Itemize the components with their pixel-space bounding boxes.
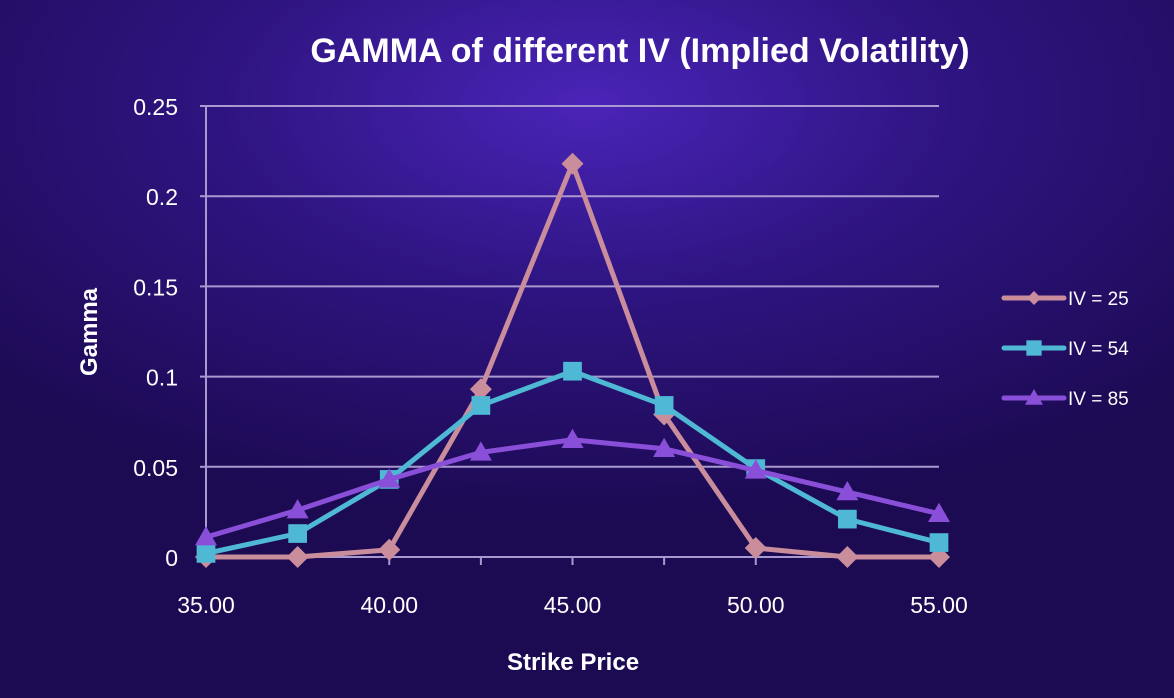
y-tick-label: 0.2	[146, 184, 178, 210]
series-iv-54	[196, 361, 949, 563]
diamond-marker	[469, 378, 492, 401]
x-tick-label: 55.00	[910, 592, 968, 618]
square-marker	[929, 533, 949, 552]
legend-item: IV = 25	[1001, 289, 1129, 310]
legend-item: IV = 85	[1001, 389, 1129, 410]
diamond-marker	[378, 538, 401, 561]
triangle-marker	[744, 459, 767, 479]
y-tick-label: 0.05	[133, 455, 178, 481]
legend-label: IV = 54	[1068, 339, 1129, 360]
square-marker	[471, 396, 491, 415]
legend-label: IV = 25	[1068, 289, 1129, 310]
diamond-marker	[561, 152, 584, 175]
triangle-marker	[928, 502, 950, 522]
square-marker	[196, 544, 216, 563]
square-marker	[288, 524, 307, 543]
y-axis-label: Gamma	[76, 287, 103, 376]
y-tick-label: 0	[165, 545, 178, 571]
x-tick-label: 45.00	[544, 592, 602, 618]
x-axis-label: Strike Price	[507, 649, 639, 676]
triangle-marker	[469, 441, 492, 461]
chart-title: GAMMA of different IV (Implied Volatilit…	[310, 32, 969, 70]
triangle-marker	[561, 428, 584, 448]
square-marker	[1026, 340, 1042, 356]
triangle-marker	[195, 526, 217, 546]
series-line	[206, 161, 939, 560]
x-tick-label: 40.00	[360, 592, 418, 618]
diamond-marker	[286, 546, 309, 568]
diamond-marker	[1027, 291, 1041, 305]
y-tick-label: 0.25	[133, 94, 178, 120]
series-iv-85	[195, 428, 950, 546]
triangle-marker	[1025, 389, 1043, 405]
triangle-marker	[653, 437, 676, 458]
y-tick-label: 0.1	[146, 365, 178, 391]
series-line	[205, 368, 940, 556]
square-marker	[654, 396, 674, 415]
x-tick-label: 50.00	[727, 592, 785, 618]
diamond-marker	[744, 536, 767, 559]
square-marker	[563, 361, 582, 381]
square-marker	[838, 509, 857, 529]
triangle-marker	[286, 499, 309, 519]
x-tick-label: 35.00	[177, 592, 235, 618]
triangle-marker	[836, 481, 859, 501]
diamond-marker	[836, 546, 859, 568]
legend-label: IV = 85	[1068, 389, 1129, 410]
legend-item: IV = 54	[1001, 339, 1129, 360]
triangle-marker	[378, 468, 401, 488]
y-tick-label: 0.15	[133, 274, 178, 300]
